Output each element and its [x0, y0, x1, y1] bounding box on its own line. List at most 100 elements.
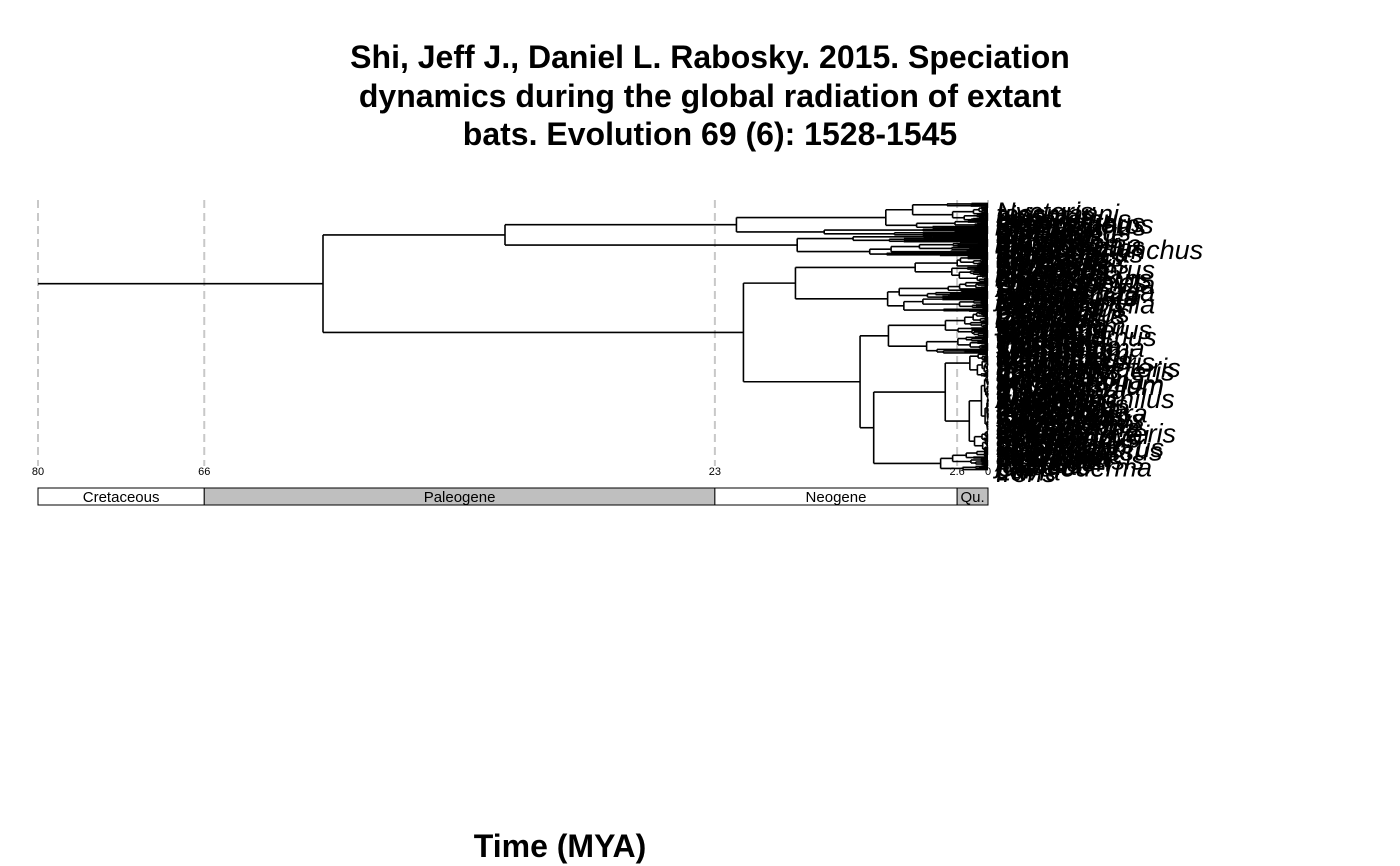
tip-label: Myzopoda — [996, 395, 1121, 425]
tree-branches — [38, 202, 989, 471]
tip-label: daviesi — [996, 360, 1081, 390]
tip-label: Hipposideros — [996, 210, 1154, 240]
tip-label: Dobsonia — [996, 444, 1110, 474]
tip-label: brasiliensis — [996, 250, 1130, 280]
tip-label: flavescens — [996, 242, 1124, 272]
tip-label: thonglongyai — [996, 420, 1150, 450]
tip-label: Nyctinomops — [996, 264, 1152, 294]
chart-title: Shi, Jeff J., Daniel L. Rabosky. 2015. S… — [250, 38, 1170, 154]
tip-label: mystacinus — [996, 217, 1131, 247]
tip-labels: Nycteristessmannisinensisboissierithalas… — [992, 197, 1203, 488]
tip-label: Lavia — [996, 456, 1061, 486]
tip-label: waterhousii — [996, 344, 1134, 374]
tip-label: cor — [996, 455, 1035, 485]
tip-label: albiventris — [996, 260, 1118, 290]
tip-label: aegyptiacus — [996, 424, 1140, 454]
title-line-3: bats. Evolution 69 (6): 1528-1545 — [462, 116, 958, 152]
tip-label: jamaicensis — [992, 282, 1137, 312]
period-label: Paleogene — [424, 489, 496, 506]
tip-label: Phyllostomus — [996, 322, 1157, 352]
tip-label: tuberculata — [996, 393, 1130, 423]
tip-label: discolor — [996, 326, 1090, 356]
tip-label: boissieri — [996, 202, 1096, 232]
tip-label: jubatus — [992, 449, 1083, 479]
tip-label: Saccopteryx — [996, 406, 1146, 436]
period-label: Neogene — [806, 489, 867, 506]
tip-label: tokudae — [996, 451, 1092, 481]
tip-label: Lonchorhina — [996, 366, 1145, 396]
tip-label: abramus — [996, 221, 1101, 251]
tip-label: pernyi — [995, 206, 1071, 236]
tip-label: macrophyllum — [996, 371, 1164, 401]
tip-label: Emballonura — [996, 398, 1148, 428]
tip-label: Eidolon — [996, 426, 1086, 456]
tip-label: Carollia — [996, 275, 1088, 305]
tip-label: Kerivoula — [996, 248, 1109, 278]
tip-label: emarginatus — [996, 231, 1145, 261]
tip-label: Macroglossus — [996, 436, 1163, 466]
tip-label: Trinycteris — [996, 362, 1119, 392]
tip-label: spasma — [996, 416, 1091, 446]
tip-label: monticola — [996, 400, 1112, 430]
tip-label: stramineus — [996, 389, 1128, 419]
tick-label: 2.6 — [949, 466, 964, 478]
tip-label: aurita — [996, 367, 1064, 397]
tip-label: blainvillei — [996, 291, 1107, 321]
tip-label: Lampronycteris — [996, 353, 1181, 383]
tip-label: elongatus — [996, 328, 1113, 358]
tip-label: parnellii — [995, 295, 1090, 325]
tip-label: aurita — [996, 397, 1064, 427]
tip-label: Rousettus — [996, 422, 1118, 452]
tip-label: caesia — [996, 215, 1074, 245]
tip-label: Tyroptera — [996, 373, 1110, 403]
tip-label: chrysocoma — [996, 230, 1142, 260]
geologic-period-bar: Cretaceous Paleogene Neogene Qu. — [37, 487, 989, 506]
tip-label: Mystacina — [996, 391, 1118, 421]
tip-label: Chrotopterus — [996, 315, 1152, 345]
tip-label: Tadarida — [996, 237, 1100, 267]
tip-label: Amorphochilus — [994, 384, 1175, 414]
tick-label: 80 — [32, 466, 44, 478]
period-box — [956, 487, 989, 506]
tip-label: maximus — [996, 228, 1104, 258]
tick-label: 0 — [985, 466, 991, 478]
tip-label: moluccensis — [996, 445, 1145, 475]
tip-label: schnablii — [996, 386, 1102, 416]
tip-label: horrens — [996, 382, 1088, 412]
tip-label: Myotis — [996, 226, 1074, 256]
tip-label: spectrum — [996, 313, 1107, 343]
tip-label: saurophila — [996, 331, 1121, 361]
tip-label: Mormopterus — [996, 255, 1155, 285]
tip-label: auritus — [996, 317, 1077, 347]
tip-label: Otomops — [996, 266, 1106, 296]
tip-label: Rhinopoma — [996, 409, 1134, 439]
tip-label: bennettii — [996, 340, 1099, 370]
tip-label: Glossophaga — [996, 277, 1155, 307]
tip-label: macrotis — [996, 262, 1098, 292]
tip-label: lilium — [996, 286, 1058, 316]
tip-label: discifera — [996, 378, 1097, 408]
title-line-1: Shi, Jeff J., Daniel L. Rabosky. 2015. S… — [350, 39, 1070, 75]
tip-label: youngi — [994, 306, 1077, 336]
tip-label: lituratus — [996, 284, 1091, 314]
tip-label: bilineata — [996, 407, 1097, 437]
tip-label: Pteropus — [996, 213, 1104, 243]
tip-label: thalassinus — [996, 204, 1131, 234]
tip-label: Acerodon — [994, 447, 1112, 477]
period-label: Qu. — [960, 489, 984, 506]
tip-label: Pteronotus — [996, 293, 1127, 323]
time-axis: 80 66 23 2.6 0 — [32, 466, 991, 478]
tip-label: Noctilio — [996, 259, 1085, 289]
tip-label: soricina — [996, 279, 1089, 309]
tip-label: adversus — [996, 246, 1106, 276]
tip-label: saccolaimus — [996, 404, 1145, 434]
tip-label: Cheiromeles — [996, 268, 1148, 298]
tip-label: Tonatia — [996, 329, 1084, 359]
tip-label: nicefori — [996, 364, 1084, 394]
tip-label: ecaudata — [996, 309, 1107, 339]
tip-label: Thyroptera — [996, 375, 1127, 405]
tip-label: wahlbergi — [996, 435, 1113, 465]
tip-label: Diaemus — [996, 304, 1103, 334]
tip-label: minuta — [996, 351, 1077, 381]
